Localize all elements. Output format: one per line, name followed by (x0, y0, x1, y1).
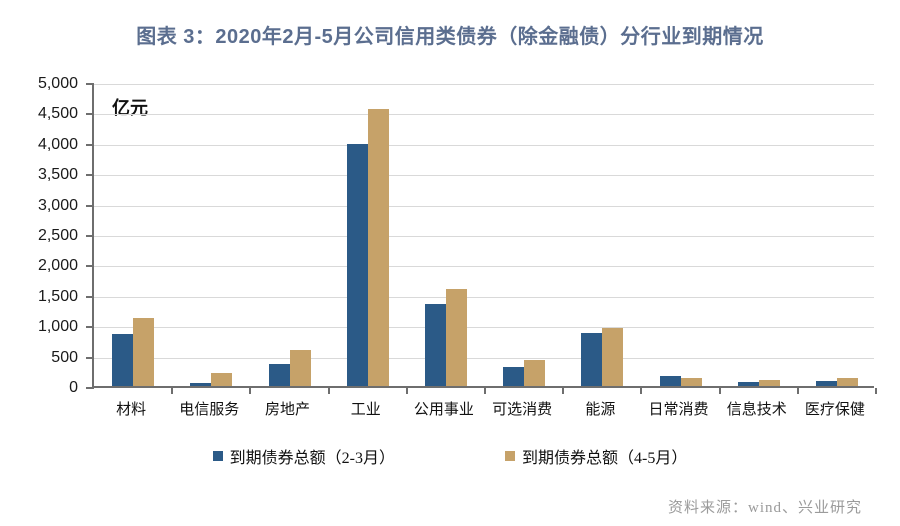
legend-label-series2: 到期债券总额（4-5月） (522, 450, 688, 467)
x-category-label: 公用事业 (413, 402, 474, 418)
y-axis-tick (86, 326, 94, 328)
x-category-label: 材料 (116, 402, 147, 418)
y-tick-label: 1,500 (37, 288, 78, 305)
bar (581, 333, 602, 386)
bar (269, 364, 290, 386)
bar (190, 383, 211, 386)
x-axis-tick (249, 388, 251, 394)
x-axis-tick (640, 388, 642, 394)
y-axis-tick (86, 296, 94, 298)
bar (759, 380, 780, 386)
gridline (94, 236, 874, 237)
bar (503, 367, 524, 386)
y-tick-label: 2,500 (37, 227, 78, 244)
source-note: 资料来源：wind、兴业研究 (667, 500, 862, 516)
x-category-label: 能源 (585, 402, 616, 418)
x-axis-tick (328, 388, 330, 394)
y-tick-label: 4,000 (37, 136, 78, 153)
y-axis-tick (86, 113, 94, 115)
gridline (94, 114, 874, 115)
x-axis-tick (797, 388, 799, 394)
bar (425, 304, 446, 386)
x-category-label: 工业 (350, 402, 381, 418)
x-category-label: 信息技术 (726, 402, 787, 418)
bar (837, 378, 858, 386)
x-axis-tick (719, 388, 721, 394)
bar (660, 376, 681, 386)
legend-item-series1: 到期债券总额（2-3月） (212, 444, 395, 468)
x-axis-tick (875, 388, 877, 394)
x-axis-tick (484, 388, 486, 394)
y-tick-label: 3,000 (37, 197, 78, 214)
y-axis-labels: 0 500 1,000 1,500 2,000 2,500 3,000 3,500 4,000 4… (0, 75, 86, 396)
y-axis-tick (86, 205, 94, 207)
bar (368, 109, 389, 386)
bar (738, 382, 759, 386)
x-axis-tick (406, 388, 408, 394)
bar (681, 378, 702, 386)
y-axis-tick (86, 387, 94, 389)
plot-area: 亿元 (86, 83, 877, 394)
y-axis-tick (86, 174, 94, 176)
gridline (94, 206, 874, 207)
y-axis-tick (86, 357, 94, 359)
y-axis-tick (86, 83, 94, 85)
axis-unit-label: 亿元 (112, 98, 148, 118)
gridline (94, 297, 874, 298)
x-category-label: 日常消费 (648, 402, 709, 418)
legend-item-series2: 到期债券总额（4-5月） (505, 444, 687, 468)
y-tick-label: 0 (69, 379, 78, 396)
legend-label-series1: 到期债券总额（2-3月） (229, 450, 395, 467)
y-tick-label: 2,000 (37, 257, 78, 274)
x-category-label: 可选消费 (492, 402, 553, 418)
y-tick-label: 1,000 (37, 318, 78, 335)
x-category-label: 房地产 (265, 402, 311, 418)
bar (290, 350, 311, 386)
y-tick-label: 4,500 (37, 105, 78, 122)
y-tick-label: 3,500 (37, 166, 78, 183)
bar (347, 144, 368, 386)
bar (446, 289, 467, 386)
legend: 到期债券总额（2-3月） 到期债券总额（4-5月） (0, 444, 900, 468)
gridline (94, 175, 874, 176)
gridline (94, 327, 874, 328)
y-tick-label: 500 (51, 349, 78, 366)
x-category-label: 电信服务 (179, 402, 240, 418)
chart-title: 图表 3：2020年2月-5月公司信用类债券（除金融债）分行业到期情况 (136, 26, 764, 48)
legend-swatch-series2-icon (505, 451, 515, 461)
x-axis-labels: 材料 电信服务 房地产 工业 公用事业 可选消费 能源 日常消费 信息技术 医疗保健 (92, 398, 874, 419)
gridline (94, 358, 874, 359)
y-axis-tick (86, 235, 94, 237)
bar (211, 373, 232, 386)
gridline (94, 84, 874, 85)
y-axis-tick (86, 144, 94, 146)
y-tick-label: 5,000 (37, 75, 78, 92)
bar (816, 381, 837, 386)
bar (133, 318, 154, 386)
bar (602, 328, 623, 386)
x-axis-tick (171, 388, 173, 394)
legend-swatch-series1-icon (212, 451, 223, 461)
gridline (94, 145, 874, 146)
y-axis-tick (86, 265, 94, 267)
x-axis-tick (562, 388, 564, 394)
bar (112, 334, 133, 386)
x-category-label: 医疗保健 (804, 402, 865, 418)
gridline (94, 266, 874, 267)
bar (524, 360, 545, 386)
